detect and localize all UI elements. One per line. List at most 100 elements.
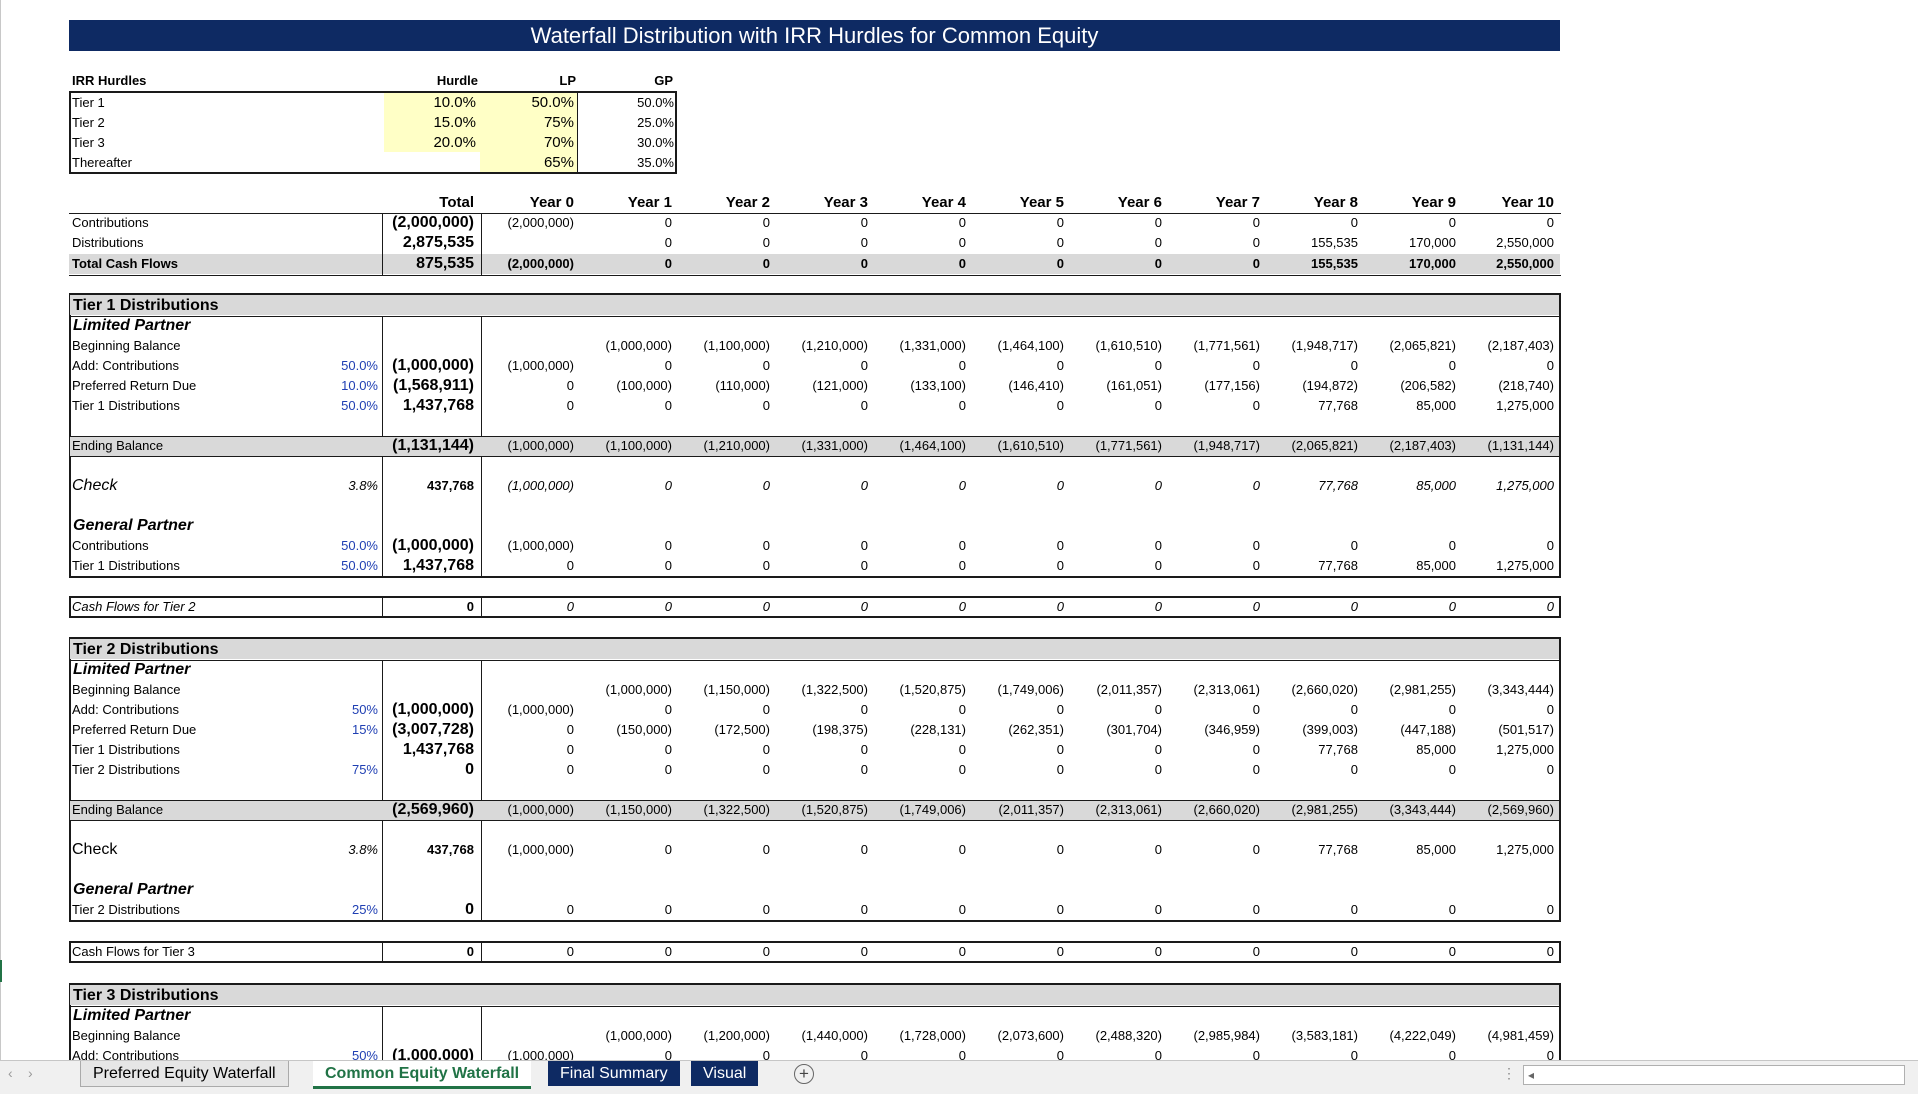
year-cell[interactable]: (1,000,000)	[605, 682, 673, 697]
year-cell[interactable]: (1,131,144)	[1487, 438, 1555, 453]
percent-input[interactable]: 3.8%	[348, 478, 378, 493]
year-cell[interactable]: 170,000	[1409, 256, 1456, 271]
year-cell[interactable]: 0	[860, 558, 868, 573]
year-cell[interactable]: 85,000	[1416, 842, 1456, 857]
year-cell[interactable]: 0	[958, 762, 966, 777]
percent-input[interactable]	[318, 254, 378, 274]
year-cell[interactable]: (262,351)	[1008, 722, 1064, 737]
total-cell[interactable]: 2,875,535	[402, 234, 474, 251]
year-cell[interactable]: 155,535	[1311, 256, 1358, 271]
year-cell[interactable]: 0	[664, 358, 672, 373]
percent-input[interactable]: 10.0%	[341, 378, 378, 393]
lp-share-input[interactable]: 75%	[543, 114, 574, 131]
year-cell[interactable]: 0	[566, 722, 574, 737]
year-cell[interactable]: 0	[1252, 902, 1260, 917]
year-cell[interactable]: 0	[1448, 762, 1456, 777]
year-cell[interactable]: 0	[1056, 902, 1064, 917]
year-cell[interactable]: 0	[1154, 742, 1162, 757]
year-cell[interactable]: 2,550,000	[1496, 235, 1554, 250]
year-cell[interactable]: 0	[1056, 358, 1064, 373]
total-cell[interactable]: 0	[466, 944, 474, 959]
total-cell[interactable]: (1,131,144)	[392, 437, 474, 454]
year-cell[interactable]: 77,768	[1318, 742, 1358, 757]
year-cell[interactable]: 0	[1056, 944, 1064, 959]
year-cell[interactable]: 0	[1350, 944, 1358, 959]
year-cell[interactable]: (1,000,000)	[605, 338, 673, 353]
year-cell[interactable]: 0	[1448, 358, 1456, 373]
year-cell[interactable]: 0	[1350, 902, 1358, 917]
year-cell[interactable]: (1,464,100)	[997, 338, 1065, 353]
year-cell[interactable]: (177,156)	[1204, 378, 1260, 393]
lp-share-input[interactable]: 70%	[543, 134, 574, 151]
year-cell[interactable]: (1,100,000)	[605, 438, 673, 453]
year-cell[interactable]: 0	[1448, 944, 1456, 959]
year-cell[interactable]: (2,981,255)	[1291, 802, 1359, 817]
year-cell[interactable]: (399,003)	[1302, 722, 1358, 737]
total-cell[interactable]: 437,768	[427, 478, 474, 493]
percent-input[interactable]: 50%	[351, 702, 378, 717]
year-cell[interactable]: 0	[762, 944, 770, 959]
year-cell[interactable]: 85,000	[1416, 558, 1456, 573]
year-cell[interactable]	[480, 1026, 574, 1046]
year-cell[interactable]: (2,187,403)	[1389, 438, 1457, 453]
year-cell[interactable]: 1,275,000	[1496, 398, 1554, 413]
year-cell[interactable]: (2,011,357)	[998, 802, 1064, 817]
year-cell[interactable]: 0	[1056, 558, 1064, 573]
year-cell[interactable]: 0	[1252, 842, 1260, 857]
percent-input[interactable]: 50.0%	[341, 358, 378, 373]
total-cell[interactable]: 1,437,768	[402, 397, 474, 414]
total-cell[interactable]: 0	[465, 761, 474, 778]
year-cell[interactable]: 0	[958, 538, 966, 553]
year-cell[interactable]: (1,210,000)	[801, 338, 869, 353]
year-cell[interactable]: 0	[1350, 358, 1358, 373]
year-cell[interactable]: (1,000,000)	[507, 358, 575, 373]
hurdle-rate-input[interactable]: 20.0%	[433, 134, 476, 151]
year-cell[interactable]: (194,872)	[1302, 378, 1358, 393]
year-cell[interactable]: 0	[860, 902, 868, 917]
year-cell[interactable]: 0	[1056, 478, 1064, 493]
year-cell[interactable]: 0	[1056, 256, 1064, 271]
year-cell[interactable]: 77,768	[1318, 398, 1358, 413]
percent-input[interactable]	[318, 213, 378, 233]
year-cell[interactable]: 0	[762, 762, 770, 777]
year-cell[interactable]	[480, 336, 574, 356]
year-cell[interactable]: (1,000,000)	[507, 802, 575, 817]
horizontal-scrollbar[interactable]: ◂	[1523, 1065, 1905, 1085]
percent-input[interactable]	[318, 680, 378, 700]
year-cell[interactable]: (2,313,061)	[1193, 682, 1261, 697]
year-cell[interactable]: (133,100)	[910, 378, 966, 393]
year-cell[interactable]: 0	[860, 358, 868, 373]
total-cell[interactable]: (1,568,911)	[393, 377, 474, 394]
percent-input[interactable]	[318, 740, 378, 760]
year-cell[interactable]: 0	[566, 398, 574, 413]
year-cell[interactable]: 0	[664, 478, 672, 493]
year-cell[interactable]: 0	[762, 1048, 770, 1060]
total-cell[interactable]: (3,007,728)	[392, 721, 474, 738]
year-cell[interactable]: 0	[1154, 902, 1162, 917]
year-cell[interactable]: 0	[1252, 478, 1260, 493]
year-cell[interactable]: 0	[1154, 215, 1162, 230]
year-cell[interactable]: 0	[1252, 358, 1260, 373]
year-cell[interactable]: (3,343,444)	[1487, 682, 1555, 697]
year-cell[interactable]: (1,000,000)	[507, 842, 575, 857]
year-cell[interactable]: 0	[958, 944, 966, 959]
year-cell[interactable]: 0	[1252, 558, 1260, 573]
year-cell[interactable]: (447,188)	[1400, 722, 1456, 737]
year-cell[interactable]: (4,981,459)	[1487, 1028, 1555, 1043]
percent-input[interactable]	[318, 800, 378, 820]
lp-share-input[interactable]: 65%	[543, 154, 574, 171]
year-cell[interactable]: 0	[762, 558, 770, 573]
year-cell[interactable]: 0	[566, 944, 574, 959]
year-cell[interactable]: 0	[566, 378, 574, 393]
year-cell[interactable]: 0	[958, 742, 966, 757]
lp-share-input[interactable]: 50.0%	[531, 94, 574, 111]
year-cell[interactable]: 0	[958, 599, 966, 614]
year-cell[interactable]: 0	[762, 842, 770, 857]
year-cell[interactable]: (1,100,000)	[703, 338, 771, 353]
percent-input[interactable]: 15%	[351, 722, 378, 737]
year-cell[interactable]: (1,520,875)	[801, 802, 869, 817]
year-cell[interactable]: (1,610,510)	[997, 438, 1065, 453]
year-cell[interactable]: 0	[762, 398, 770, 413]
year-cell[interactable]: (1,440,000)	[801, 1028, 869, 1043]
year-cell[interactable]: 0	[1350, 599, 1358, 614]
